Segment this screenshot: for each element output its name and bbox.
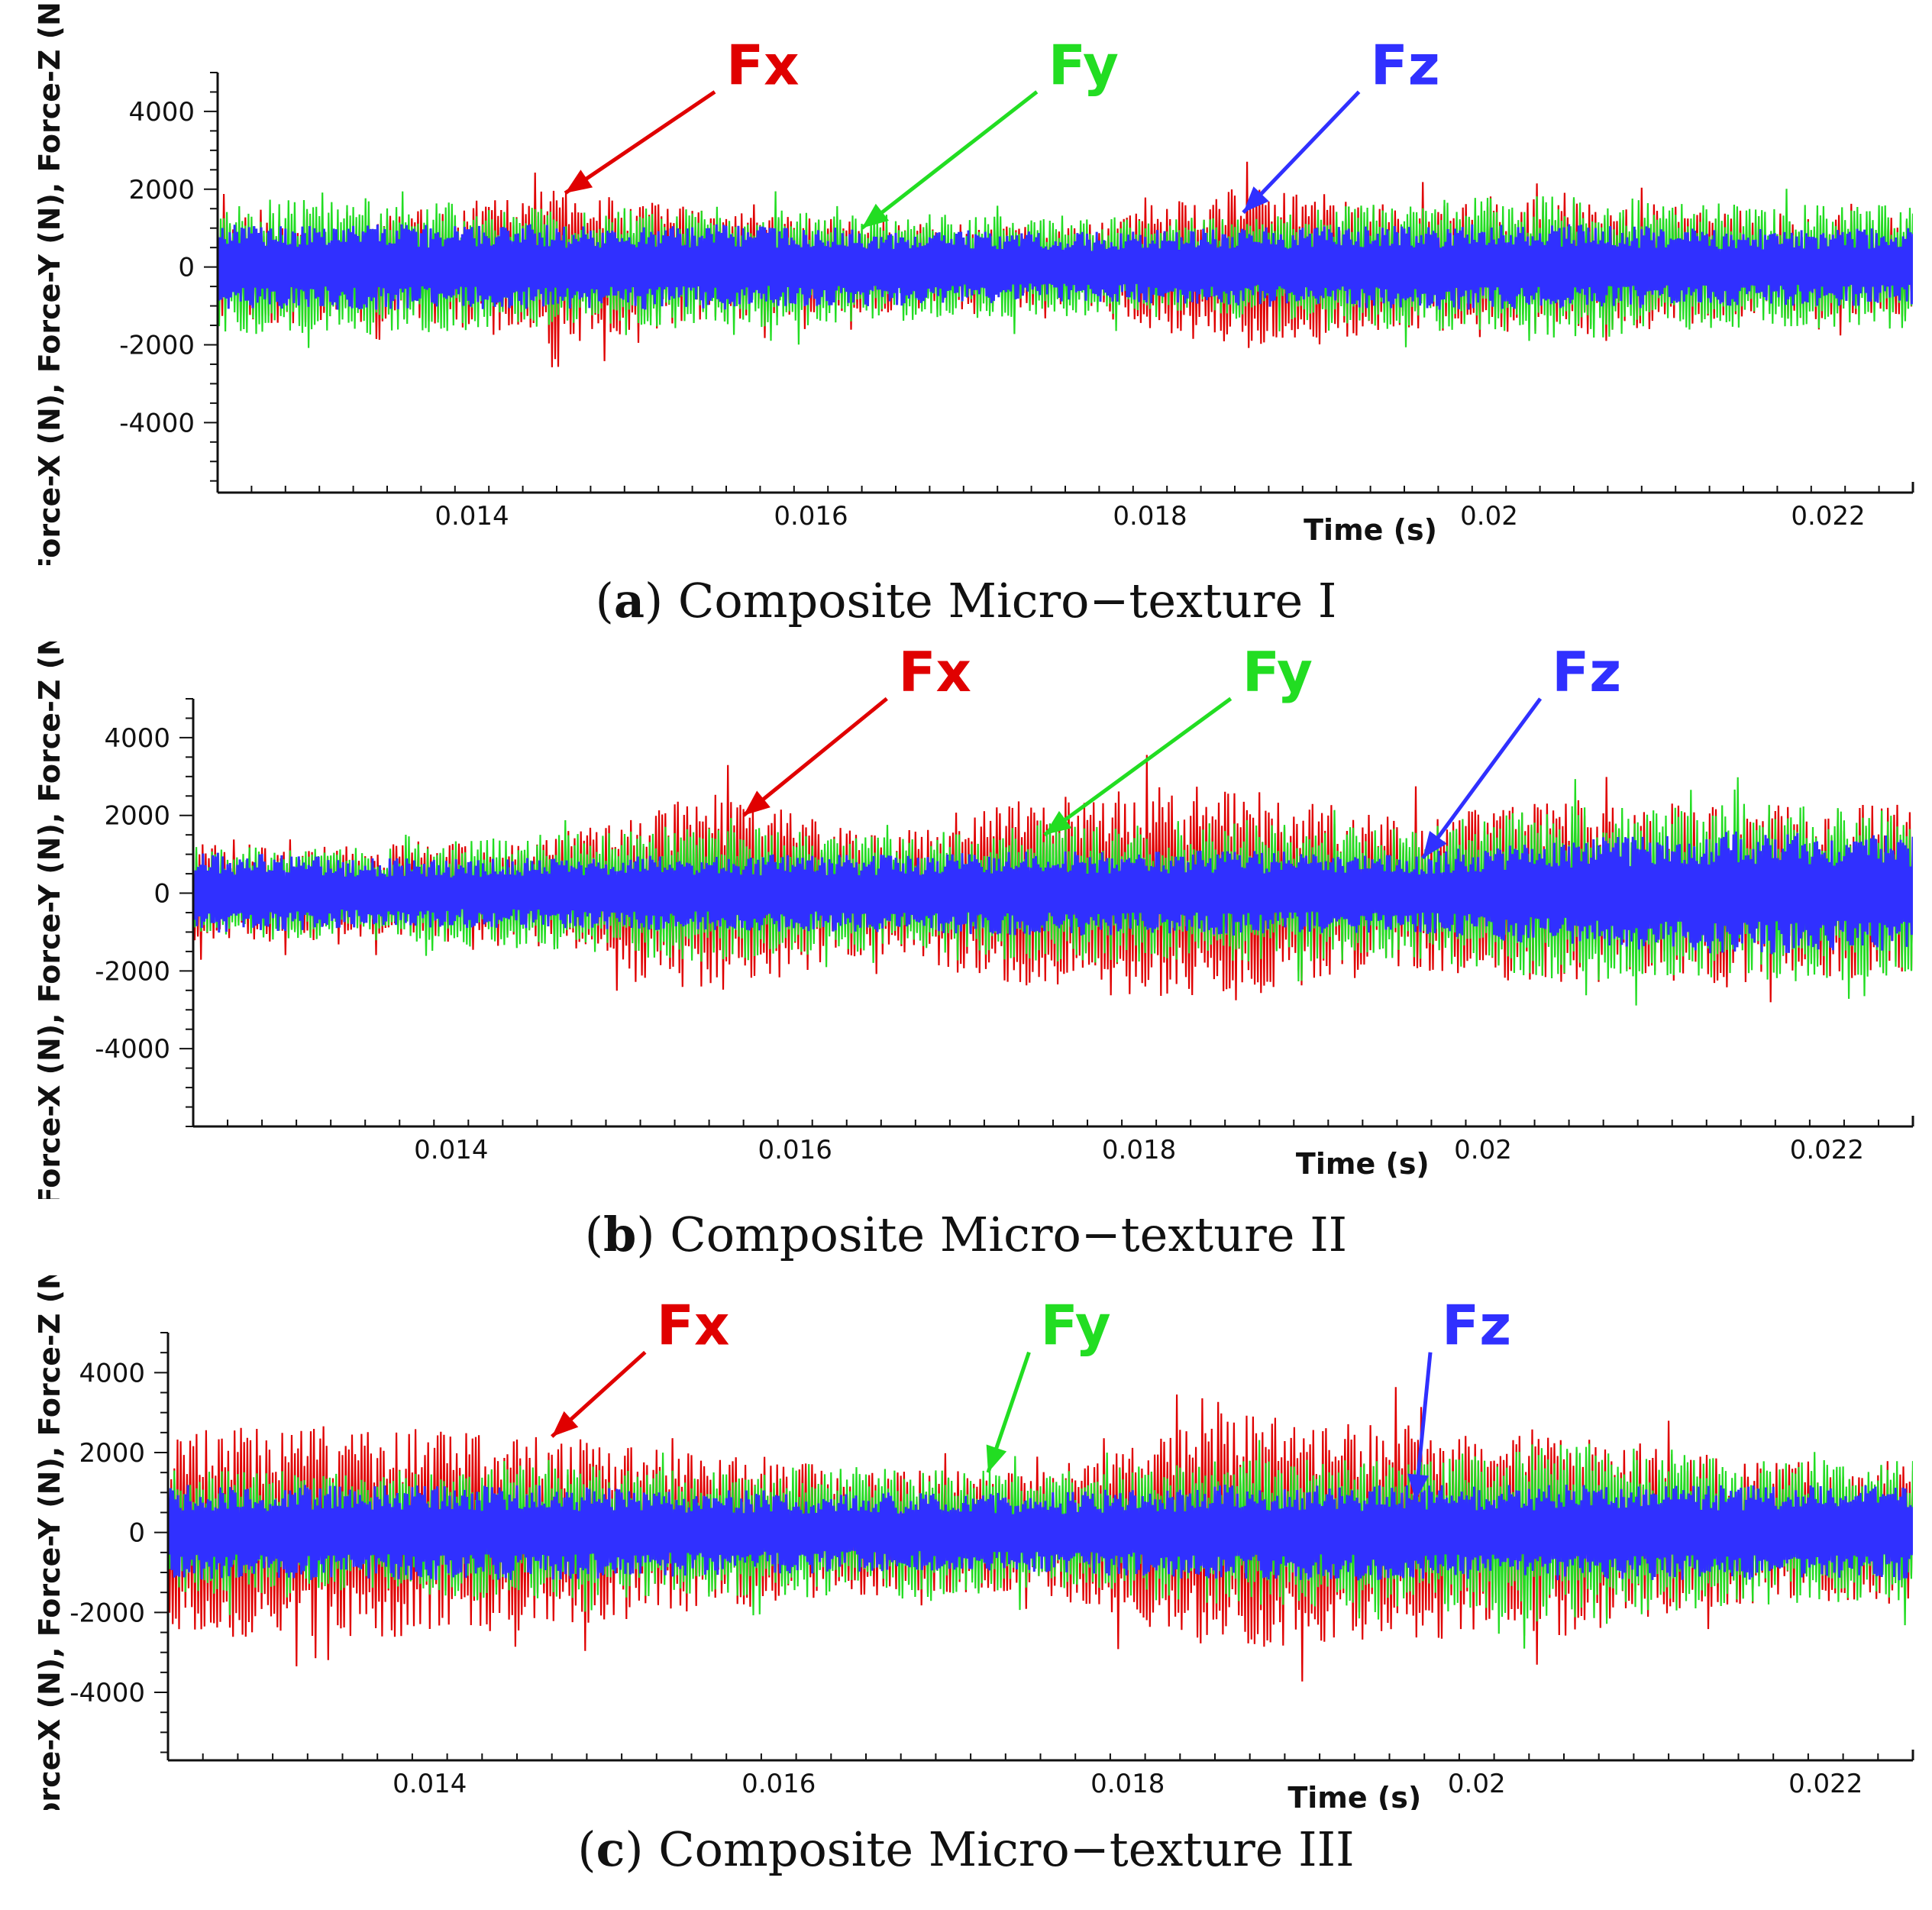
annotation-arrowhead-fy-b bbox=[1044, 810, 1072, 835]
annotation-arrow-fz-b bbox=[1421, 697, 1543, 860]
y-tick-label-c: 4000 bbox=[79, 1358, 145, 1388]
x-axis-title-a: Time (s) bbox=[1304, 513, 1437, 547]
chart-panel-b: -4000 -2000 0 2000 4000 0.014 0.016 0.018 0.02 0.… bbox=[0, 642, 1932, 1275]
y-tick-label-b: -2000 bbox=[95, 956, 170, 987]
y-tick-label-a: 2000 bbox=[128, 175, 195, 205]
y-tick-label-c: -4000 bbox=[69, 1678, 145, 1708]
y-tick-label-b: 4000 bbox=[104, 723, 170, 754]
chart-panel-c: -4000 -2000 0 2000 4000 0.014 0.016 0.018 0.02 0.… bbox=[0, 1275, 1932, 1910]
y-tick-label-a: 0 bbox=[178, 253, 195, 283]
x-axis-title-c: Time (s) bbox=[1287, 1781, 1421, 1810]
x-tick-label-c: 0.018 bbox=[1090, 1769, 1165, 1799]
y-axis-title-c: Force-X (N), Force-Y (N), Force-Z (N) bbox=[33, 1275, 66, 1810]
series-fz-trace-c bbox=[168, 1484, 1913, 1581]
x-tick-label-b: 0.018 bbox=[1102, 1135, 1176, 1165]
annotation-label-fz-c: Fz bbox=[1442, 1294, 1511, 1358]
y-tick-label-a: -4000 bbox=[119, 408, 195, 438]
x-tick-label-b: 0.014 bbox=[414, 1135, 488, 1165]
x-tick-label-a: 0.016 bbox=[774, 501, 848, 532]
annotation-label-fy-c: Fy bbox=[1041, 1294, 1111, 1358]
caption-a-letter: a bbox=[613, 573, 645, 629]
y-tick-label-a: -2000 bbox=[119, 330, 195, 360]
annotation-label-fx-a: Fx bbox=[726, 33, 800, 97]
x-tick-label-a: 0.022 bbox=[1791, 501, 1865, 532]
x-tick-label-c: 0.022 bbox=[1788, 1769, 1863, 1799]
annotation-label-fy-b: Fy bbox=[1242, 642, 1313, 704]
annotation-arrow-fx-b bbox=[742, 696, 888, 817]
annotation-arrowhead-fz-c bbox=[1407, 1473, 1430, 1501]
x-tick-label-a: 0.014 bbox=[435, 501, 509, 532]
annotation-label-fx-c: Fx bbox=[657, 1294, 730, 1358]
x-tick-label-b: 0.016 bbox=[758, 1135, 832, 1165]
annotation-label-fz-b: Fz bbox=[1552, 642, 1621, 704]
annotation-arrowhead-fy-a bbox=[861, 203, 890, 228]
chart-b-svg: -4000 -2000 0 2000 4000 0.014 0.016 0.018 0.02 0.… bbox=[33, 642, 1914, 1199]
annotation-arrowhead-fz-b bbox=[1423, 831, 1447, 858]
chart-a-svg: -4000 -2000 0 2000 4000 0.014 0.016 0.018 0.02 0.… bbox=[33, 0, 1914, 565]
y-tick-label-c: 2000 bbox=[79, 1438, 145, 1469]
caption-a: (a) Composite Micro−texture I bbox=[0, 573, 1932, 629]
chart-panel-a: -4000 -2000 0 2000 4000 0.014 0.016 0.018 0.02 0.… bbox=[0, 0, 1932, 642]
annotation-arrowhead-fx-a bbox=[565, 170, 593, 193]
annotation-label-fy-a: Fy bbox=[1048, 33, 1119, 97]
annotation-arrow-fz-a bbox=[1242, 90, 1361, 215]
x-tick-label-b: 0.02 bbox=[1454, 1135, 1512, 1165]
caption-c: (c) Composite Micro−texture III bbox=[0, 1821, 1932, 1877]
caption-c-open: ( bbox=[577, 1821, 596, 1877]
caption-c-text: ) Composite Micro−texture III bbox=[625, 1821, 1355, 1877]
y-tick-label-c: -2000 bbox=[69, 1598, 145, 1628]
y-tick-label-b: -4000 bbox=[95, 1034, 170, 1065]
caption-b-letter: b bbox=[603, 1207, 637, 1262]
annotation-arrow-fy-a bbox=[861, 90, 1039, 230]
annotation-label-fx-b: Fx bbox=[898, 642, 971, 704]
caption-b: (b) Composite Micro−texture II bbox=[0, 1207, 1932, 1262]
y-tick-label-a: 4000 bbox=[128, 97, 195, 128]
caption-c-letter: c bbox=[596, 1821, 625, 1877]
annotation-arrowhead-fx-b bbox=[743, 790, 771, 816]
x-tick-label-c: 0.016 bbox=[741, 1769, 816, 1799]
x-axis-title-b: Time (s) bbox=[1296, 1147, 1430, 1181]
x-tick-label-a: 0.02 bbox=[1460, 501, 1518, 532]
caption-b-open: ( bbox=[584, 1207, 603, 1262]
series-fz-trace-a bbox=[218, 224, 1913, 310]
annotation-arrow-fx-a bbox=[564, 90, 716, 195]
x-tick-label-b: 0.022 bbox=[1790, 1135, 1864, 1165]
annotation-arrow-fy-b bbox=[1043, 696, 1233, 837]
caption-b-text: ) Composite Micro−texture II bbox=[636, 1207, 1348, 1262]
annotation-arrowhead-fz-a bbox=[1243, 186, 1269, 213]
x-tick-label-c: 0.014 bbox=[393, 1769, 467, 1799]
y-axis-title-a: Force-X (N), Force-Y (N), Force-Z (N) bbox=[33, 0, 66, 565]
y-tick-label-b: 0 bbox=[153, 879, 170, 910]
y-axis-title-b: Force-X (N), Force-Y (N), Force-Z (N) bbox=[33, 642, 66, 1199]
y-tick-label-c: 0 bbox=[128, 1518, 145, 1549]
series-fz-trace-b bbox=[193, 831, 1913, 955]
chart-c-svg: -4000 -2000 0 2000 4000 0.014 0.016 0.018 0.02 0.… bbox=[33, 1275, 1914, 1810]
annotation-arrowhead-fy-c bbox=[986, 1444, 1007, 1473]
annotation-arrowhead-fx-c bbox=[551, 1411, 579, 1437]
annotation-label-fz-a: Fz bbox=[1371, 33, 1440, 97]
x-tick-label-c: 0.02 bbox=[1448, 1769, 1506, 1799]
y-tick-label-b: 2000 bbox=[104, 801, 170, 832]
caption-a-open: ( bbox=[595, 573, 614, 629]
caption-a-text: ) Composite Micro−texture I bbox=[645, 573, 1337, 629]
x-tick-label-a: 0.018 bbox=[1113, 501, 1187, 532]
